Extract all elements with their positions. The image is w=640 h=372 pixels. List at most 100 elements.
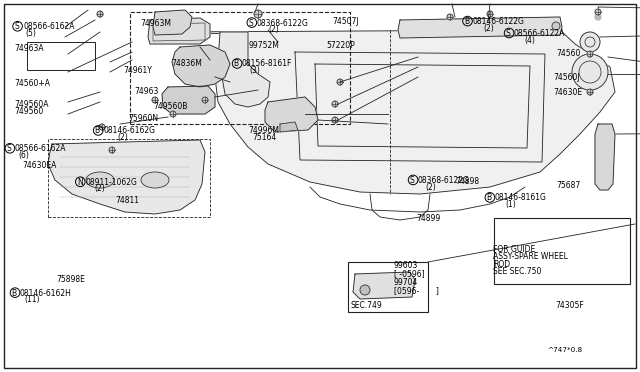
Circle shape: [360, 285, 370, 295]
Text: 08156-8161F: 08156-8161F: [242, 60, 292, 68]
Text: S: S: [506, 29, 510, 38]
Polygon shape: [148, 18, 210, 44]
Text: 74630E: 74630E: [554, 88, 583, 97]
Circle shape: [580, 32, 600, 52]
Circle shape: [170, 111, 176, 117]
Circle shape: [595, 9, 601, 15]
Text: SEC.749: SEC.749: [351, 301, 383, 310]
Text: 08911-1062G: 08911-1062G: [85, 178, 137, 187]
Polygon shape: [218, 32, 270, 107]
Polygon shape: [280, 122, 298, 132]
Circle shape: [109, 147, 115, 153]
Text: (2): (2): [269, 25, 280, 34]
Text: 74305F: 74305F: [556, 301, 584, 310]
Ellipse shape: [86, 172, 114, 188]
Text: (3): (3): [250, 66, 260, 75]
Text: 08566-6122A: 08566-6122A: [514, 29, 565, 38]
Polygon shape: [153, 10, 192, 35]
Text: B: B: [486, 193, 492, 202]
Circle shape: [447, 14, 453, 20]
Text: 74963: 74963: [134, 87, 159, 96]
Text: 74560+A: 74560+A: [14, 79, 50, 88]
Circle shape: [587, 51, 593, 57]
Text: S: S: [6, 144, 11, 153]
Text: 08146-6162H: 08146-6162H: [20, 289, 72, 298]
Text: 99603: 99603: [394, 262, 418, 270]
Circle shape: [552, 22, 560, 30]
Bar: [348, 262, 428, 312]
Polygon shape: [265, 97, 318, 132]
Text: 74560: 74560: [557, 49, 581, 58]
Bar: [494, 218, 630, 284]
Text: 74963M: 74963M: [141, 19, 172, 28]
Circle shape: [202, 97, 208, 103]
Polygon shape: [165, 30, 615, 194]
Text: 74630EA: 74630EA: [22, 161, 57, 170]
Text: 74961Y: 74961Y: [124, 66, 152, 75]
Text: 99752M: 99752M: [248, 41, 279, 50]
Circle shape: [99, 124, 105, 130]
Text: 74811: 74811: [115, 196, 140, 205]
Polygon shape: [398, 17, 562, 38]
Text: B: B: [95, 126, 100, 135]
Circle shape: [595, 14, 601, 20]
Text: 74898: 74898: [456, 177, 480, 186]
Text: 57220P: 57220P: [326, 41, 355, 50]
Text: (4): (4): [525, 36, 536, 45]
Text: ^747*0.8: ^747*0.8: [547, 347, 582, 353]
Text: 749560B: 749560B: [154, 102, 188, 110]
Polygon shape: [48, 140, 205, 214]
Text: S: S: [248, 19, 253, 28]
Text: 749560A: 749560A: [14, 100, 49, 109]
Bar: [48, 139, 210, 217]
Bar: [27, 42, 95, 70]
Text: 75687: 75687: [557, 181, 581, 190]
Text: (5): (5): [26, 29, 36, 38]
Text: 74899: 74899: [416, 214, 440, 223]
Circle shape: [254, 10, 262, 18]
Text: N: N: [77, 178, 83, 187]
Text: B: B: [234, 60, 239, 68]
Text: 75164: 75164: [253, 133, 277, 142]
Bar: [130, 12, 350, 124]
Circle shape: [332, 101, 338, 107]
Text: 74560J: 74560J: [554, 73, 580, 82]
Circle shape: [97, 11, 103, 17]
Text: (2): (2): [117, 133, 128, 142]
Circle shape: [152, 97, 158, 103]
Text: 74507J: 74507J: [333, 17, 360, 26]
Text: S: S: [410, 176, 414, 185]
Polygon shape: [353, 272, 415, 299]
Text: S: S: [14, 22, 19, 31]
Text: FOR GUIDE: FOR GUIDE: [493, 245, 535, 254]
Text: (2): (2): [426, 183, 436, 192]
Text: 75898E: 75898E: [56, 275, 85, 284]
Circle shape: [337, 79, 343, 85]
Text: B: B: [12, 289, 17, 298]
Text: SEE SEC.750: SEE SEC.750: [493, 267, 541, 276]
Text: [0596-       ]: [0596- ]: [394, 286, 438, 295]
Text: ASSY-SPARE WHEEL: ASSY-SPARE WHEEL: [493, 252, 568, 261]
Text: 749560: 749560: [14, 107, 44, 116]
Circle shape: [587, 89, 593, 95]
Text: (1): (1): [506, 200, 516, 209]
Text: (2): (2): [95, 185, 106, 193]
Polygon shape: [595, 124, 615, 190]
Circle shape: [332, 117, 338, 123]
Text: 08146-6122G: 08146-6122G: [472, 17, 524, 26]
Text: B: B: [464, 17, 469, 26]
Polygon shape: [172, 45, 230, 87]
Text: 75960N: 75960N: [128, 114, 158, 123]
Ellipse shape: [141, 172, 169, 188]
Text: 74963A: 74963A: [14, 44, 44, 53]
Text: 08368-6122G: 08368-6122G: [418, 176, 470, 185]
Polygon shape: [162, 86, 215, 114]
Text: ROD: ROD: [493, 260, 510, 269]
Text: 99704: 99704: [394, 278, 418, 287]
Text: (2): (2): [483, 24, 494, 33]
Text: (11): (11): [24, 295, 40, 304]
Text: (6): (6): [18, 151, 29, 160]
Text: 08566-6162A: 08566-6162A: [23, 22, 74, 31]
Circle shape: [487, 11, 493, 17]
Text: [ -0596]: [ -0596]: [394, 269, 424, 278]
